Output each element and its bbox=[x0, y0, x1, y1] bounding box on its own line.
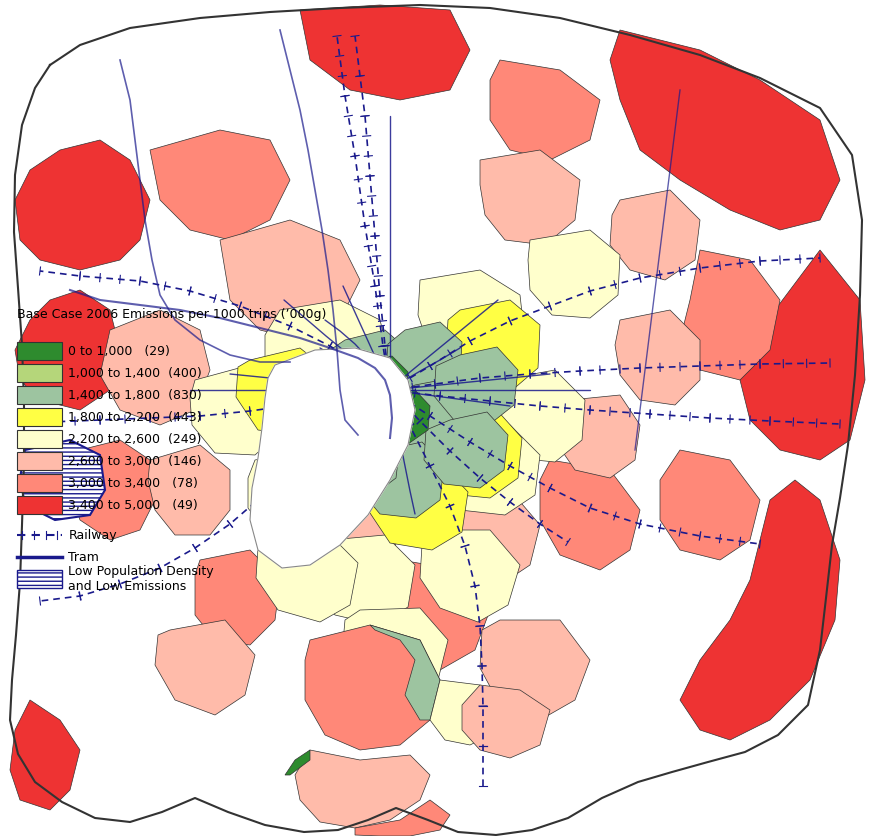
Polygon shape bbox=[236, 348, 330, 435]
Polygon shape bbox=[480, 150, 580, 245]
Polygon shape bbox=[490, 60, 600, 160]
Polygon shape bbox=[680, 480, 840, 740]
Polygon shape bbox=[248, 450, 345, 542]
Text: 1,000 to 1,400  (400): 1,000 to 1,400 (400) bbox=[69, 367, 202, 380]
Polygon shape bbox=[390, 378, 474, 454]
Polygon shape bbox=[155, 620, 255, 715]
Polygon shape bbox=[15, 140, 150, 270]
Polygon shape bbox=[615, 310, 700, 405]
Text: 2,200 to 2,600  (249): 2,200 to 2,600 (249) bbox=[69, 432, 202, 446]
Polygon shape bbox=[286, 367, 370, 445]
Polygon shape bbox=[285, 750, 310, 775]
Polygon shape bbox=[528, 230, 620, 318]
Text: Base Case 2006 Emissions per 1000 trips (’000g): Base Case 2006 Emissions per 1000 trips … bbox=[17, 308, 327, 321]
Polygon shape bbox=[360, 442, 444, 518]
Text: 2,600 to 3,000  (146): 2,600 to 3,000 (146) bbox=[69, 455, 202, 467]
Polygon shape bbox=[190, 365, 285, 455]
Polygon shape bbox=[386, 322, 462, 395]
Polygon shape bbox=[148, 445, 230, 535]
Text: 3,400 to 5,000   (49): 3,400 to 5,000 (49) bbox=[69, 498, 199, 512]
Polygon shape bbox=[250, 348, 415, 568]
Polygon shape bbox=[265, 300, 390, 410]
Polygon shape bbox=[388, 340, 480, 428]
Polygon shape bbox=[740, 250, 865, 460]
Polygon shape bbox=[316, 420, 400, 496]
Bar bbox=[17, 496, 63, 514]
Polygon shape bbox=[355, 800, 450, 836]
Polygon shape bbox=[312, 535, 415, 625]
Polygon shape bbox=[20, 440, 105, 520]
Polygon shape bbox=[278, 420, 378, 510]
Polygon shape bbox=[300, 5, 470, 100]
Polygon shape bbox=[446, 300, 540, 392]
Polygon shape bbox=[100, 310, 210, 425]
Text: 3,000 to 3,400   (78): 3,000 to 3,400 (78) bbox=[69, 477, 199, 490]
Polygon shape bbox=[610, 190, 700, 280]
Text: Tram: Tram bbox=[69, 551, 99, 563]
Text: 1,400 to 1,800  (830): 1,400 to 1,800 (830) bbox=[69, 389, 202, 401]
Polygon shape bbox=[540, 460, 640, 570]
Text: Railway: Railway bbox=[69, 528, 117, 542]
Polygon shape bbox=[428, 408, 522, 498]
Polygon shape bbox=[328, 330, 410, 405]
Polygon shape bbox=[440, 490, 540, 585]
Polygon shape bbox=[370, 625, 440, 720]
Polygon shape bbox=[680, 250, 780, 380]
Bar bbox=[17, 386, 63, 404]
Polygon shape bbox=[492, 370, 585, 462]
Polygon shape bbox=[420, 530, 520, 622]
Bar bbox=[17, 408, 63, 426]
Text: 1,800 to 2,200  (443): 1,800 to 2,200 (443) bbox=[69, 410, 202, 424]
Polygon shape bbox=[340, 408, 438, 498]
Polygon shape bbox=[15, 290, 120, 410]
Polygon shape bbox=[660, 450, 760, 560]
Polygon shape bbox=[462, 685, 550, 758]
Bar bbox=[17, 364, 63, 382]
Polygon shape bbox=[312, 350, 400, 440]
Polygon shape bbox=[70, 440, 155, 540]
Polygon shape bbox=[440, 425, 540, 515]
Polygon shape bbox=[558, 395, 640, 478]
Polygon shape bbox=[430, 680, 510, 745]
Bar bbox=[17, 570, 63, 588]
Polygon shape bbox=[332, 382, 415, 458]
Polygon shape bbox=[480, 620, 590, 720]
Polygon shape bbox=[434, 347, 518, 424]
Polygon shape bbox=[250, 348, 415, 568]
Text: 0 to 1,000   (29): 0 to 1,000 (29) bbox=[69, 344, 171, 358]
Polygon shape bbox=[256, 535, 358, 622]
Polygon shape bbox=[380, 560, 490, 670]
Polygon shape bbox=[10, 700, 80, 810]
Polygon shape bbox=[195, 550, 280, 645]
Polygon shape bbox=[350, 356, 408, 408]
Bar bbox=[17, 430, 63, 448]
Polygon shape bbox=[305, 480, 400, 575]
Bar bbox=[17, 474, 63, 492]
Polygon shape bbox=[150, 130, 290, 240]
Text: Low Population Density
and Low Emissions: Low Population Density and Low Emissions bbox=[69, 565, 214, 593]
Polygon shape bbox=[295, 750, 430, 828]
Polygon shape bbox=[610, 30, 840, 230]
Polygon shape bbox=[372, 390, 430, 444]
Polygon shape bbox=[220, 220, 360, 340]
Bar bbox=[17, 452, 63, 470]
Polygon shape bbox=[305, 625, 440, 750]
Bar bbox=[17, 342, 63, 360]
Polygon shape bbox=[342, 608, 448, 698]
Polygon shape bbox=[418, 270, 525, 372]
Polygon shape bbox=[424, 412, 508, 488]
Polygon shape bbox=[368, 462, 468, 550]
